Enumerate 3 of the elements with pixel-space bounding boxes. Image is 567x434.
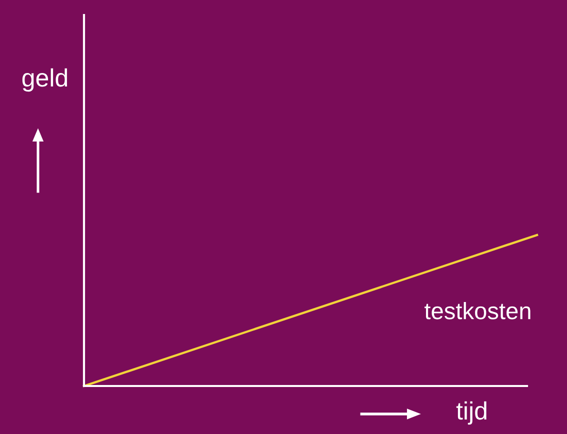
series-label: testkosten [424, 302, 530, 320]
x-axis-title: tijd [456, 401, 486, 425]
text: geld [22, 68, 68, 92]
